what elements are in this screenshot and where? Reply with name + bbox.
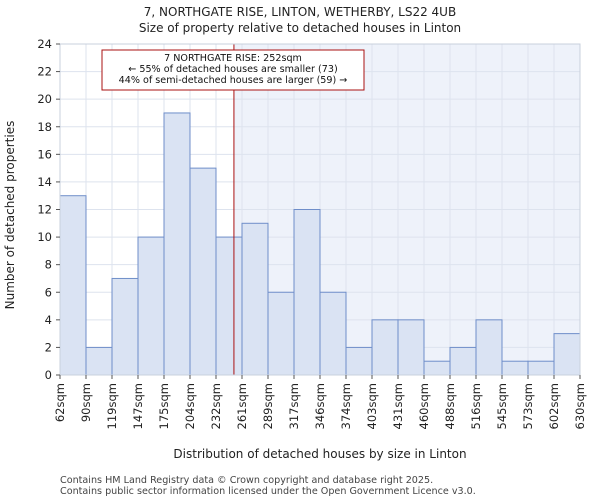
- bar-545sqm: [501, 360, 529, 376]
- bar-488sqm: [449, 346, 477, 376]
- x-tick-label: 175sqm: [157, 383, 171, 429]
- bar-516sqm: [475, 319, 503, 376]
- bars: [59, 112, 581, 376]
- x-tick-label: 460sqm: [417, 383, 431, 429]
- bar-62sqm: [59, 195, 87, 376]
- x-tick-label: 488sqm: [443, 383, 457, 429]
- y-tick-label: 10: [37, 230, 52, 244]
- y-tick-label: 22: [37, 65, 52, 79]
- y-tick-label: 20: [37, 92, 52, 106]
- annotation-box-frame: [101, 49, 365, 91]
- bar-289sqm: [267, 291, 295, 376]
- annotation-line-1: 7 NORTHGATE RISE: 252sqm: [164, 53, 302, 64]
- x-tick-label: 545sqm: [495, 383, 509, 429]
- x-tick-label: 374sqm: [339, 383, 353, 429]
- bar-460sqm: [423, 360, 451, 376]
- footer-line-1: Contains HM Land Registry data © Crown c…: [60, 475, 433, 486]
- chart-subtitle: Size of property relative to detached ho…: [139, 21, 461, 35]
- bar-261sqm: [241, 222, 269, 376]
- y-tick-label: 12: [37, 203, 52, 217]
- x-tick-label: 630sqm: [573, 383, 587, 429]
- bar-119sqm: [111, 277, 139, 376]
- x-tick-label: 403sqm: [365, 383, 379, 429]
- x-tick-label: 431sqm: [391, 383, 405, 429]
- bar-232sqm: [215, 236, 243, 376]
- x-tick-label: 317sqm: [287, 383, 301, 429]
- bar-147sqm: [137, 236, 165, 376]
- x-tick-label: 516sqm: [469, 383, 483, 429]
- x-tick-label: 289sqm: [261, 383, 275, 429]
- bar-403sqm: [371, 319, 399, 376]
- bar-346sqm: [319, 291, 347, 376]
- annotation-line-3: 44% of semi-detached houses are larger (…: [119, 75, 348, 86]
- x-tick-label: 62sqm: [53, 383, 67, 422]
- x-tick-label: 204sqm: [183, 383, 197, 429]
- bar-175sqm: [163, 112, 191, 376]
- x-tick-label: 261sqm: [235, 383, 249, 429]
- x-tick-label: 119sqm: [105, 383, 119, 429]
- y-tick-label: 14: [37, 175, 52, 189]
- bar-602sqm: [553, 333, 581, 376]
- y-tick-label: 0: [45, 368, 52, 382]
- x-tick-label: 90sqm: [79, 383, 93, 422]
- x-tick-label: 346sqm: [313, 383, 327, 429]
- bar-90sqm: [85, 346, 113, 376]
- y-axis-label: Number of detached properties: [3, 121, 17, 310]
- y-tick-label: 6: [45, 285, 52, 299]
- y-tick-label: 18: [37, 120, 52, 134]
- annotation-line-2: ← 55% of detached houses are smaller (73…: [128, 64, 337, 75]
- y-tick-label: 24: [37, 37, 52, 51]
- footer-line-2: Contains public sector information licen…: [60, 486, 476, 497]
- annotation-box: 7 NORTHGATE RISE: 252sqm ← 55% of detach…: [101, 49, 365, 91]
- x-tick-label: 232sqm: [209, 383, 223, 429]
- y-tick-label: 2: [45, 340, 52, 354]
- x-axis-label: Distribution of detached houses by size …: [173, 447, 466, 461]
- y-tick-label: 16: [37, 147, 52, 161]
- x-tick-label: 573sqm: [521, 383, 535, 429]
- bar-374sqm: [345, 346, 373, 376]
- x-tick-label: 147sqm: [131, 383, 145, 429]
- y-tick-label: 8: [45, 258, 52, 272]
- x-axis-ticks: 62sqm 90sqm 119sqm 147sqm 175sqm 204sqm 232sqm…: [53, 375, 587, 429]
- chart-title: 7, NORTHGATE RISE, LINTON, WETHERBY, LS2…: [144, 5, 456, 19]
- bar-431sqm: [397, 319, 425, 376]
- bar-204sqm: [189, 167, 217, 376]
- x-tick-label: 602sqm: [547, 383, 561, 429]
- y-tick-label: 4: [45, 313, 52, 327]
- bar-573sqm: [527, 360, 555, 376]
- bar-317sqm: [293, 209, 321, 376]
